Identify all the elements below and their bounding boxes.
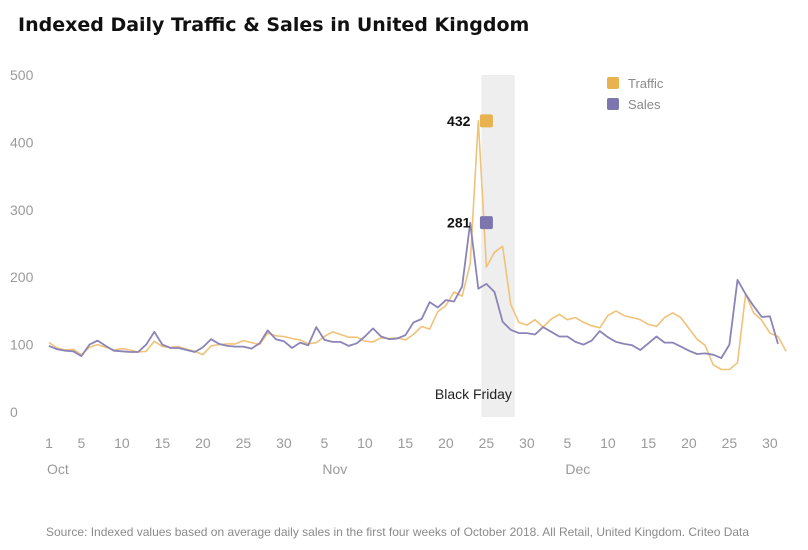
legend-swatch-traffic bbox=[607, 77, 619, 89]
peak-marker-sales bbox=[479, 216, 493, 230]
x-tick-label: 10 bbox=[114, 435, 130, 451]
series-line-sales bbox=[48, 221, 779, 360]
y-tick-label: 0 bbox=[10, 404, 18, 420]
peak-label-traffic: 432 bbox=[447, 113, 471, 129]
x-tick-label: 25 bbox=[236, 435, 252, 451]
line-layer bbox=[48, 120, 787, 371]
chart-title: Indexed Daily Traffic & Sales in United … bbox=[18, 14, 530, 36]
x-tick-label: 1 bbox=[45, 435, 53, 451]
legend-label-traffic: Traffic bbox=[628, 76, 664, 91]
x-tick-label: 30 bbox=[519, 435, 535, 451]
y-tick-label: 300 bbox=[10, 202, 34, 218]
y-tick-label: 400 bbox=[10, 134, 34, 150]
x-tick-label: 5 bbox=[321, 435, 329, 451]
peak-marker-traffic bbox=[479, 114, 493, 128]
y-tick-label: 200 bbox=[10, 269, 34, 285]
x-tick-label: 20 bbox=[681, 435, 697, 451]
legend-label-sales: Sales bbox=[628, 97, 661, 112]
y-tick-label: 500 bbox=[10, 67, 34, 83]
band-layer: Black Friday bbox=[435, 75, 515, 417]
marker-layer: 432 281 bbox=[447, 113, 493, 231]
x-tick-label: 25 bbox=[479, 435, 495, 451]
x-tick-label: 15 bbox=[398, 435, 414, 451]
black-friday-label: Black Friday bbox=[435, 386, 512, 402]
x-tick-label: 5 bbox=[564, 435, 572, 451]
source-note: Source: Indexed values based on average … bbox=[46, 525, 750, 539]
month-label: Dec bbox=[565, 461, 590, 477]
x-tick-label: 15 bbox=[155, 435, 171, 451]
peak-label-sales: 281 bbox=[447, 215, 471, 231]
x-tick-label: 5 bbox=[78, 435, 86, 451]
x-tick-label: 25 bbox=[722, 435, 738, 451]
x-tick-label: 10 bbox=[357, 435, 373, 451]
x-tick-label: 30 bbox=[762, 435, 778, 451]
month-label: Nov bbox=[322, 461, 347, 477]
y-tick-label: 100 bbox=[10, 337, 34, 353]
x-tick-label: 10 bbox=[600, 435, 616, 451]
x-tick-label: 20 bbox=[438, 435, 454, 451]
black-friday-band bbox=[481, 75, 515, 417]
x-tick-label: 20 bbox=[195, 435, 211, 451]
series-line-traffic bbox=[48, 120, 787, 371]
month-label: Oct bbox=[47, 461, 69, 477]
x-tick-label: 30 bbox=[276, 435, 292, 451]
x-tick-label: 15 bbox=[641, 435, 657, 451]
legend-layer: Traffic Sales bbox=[607, 76, 664, 112]
legend-swatch-sales bbox=[607, 98, 619, 110]
